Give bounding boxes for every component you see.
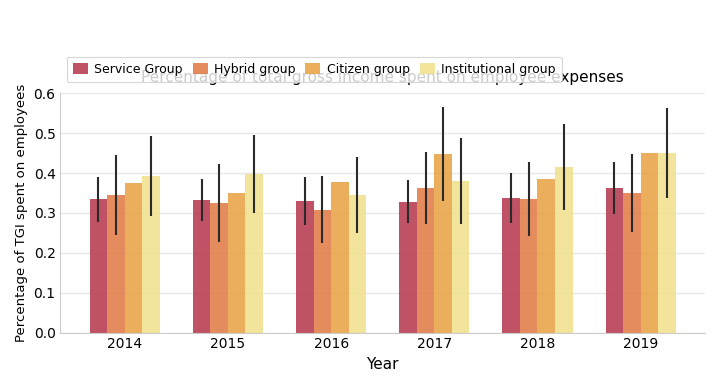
Bar [125, 183, 143, 332]
Bar [537, 179, 555, 332]
Bar [210, 203, 228, 332]
Bar [623, 193, 641, 332]
Bar [606, 188, 623, 332]
Bar [658, 153, 675, 332]
Bar [314, 210, 331, 332]
Bar [143, 176, 160, 332]
Title: Percentage of total gross income spent on employee expenses: Percentage of total gross income spent o… [141, 70, 624, 85]
Bar [503, 198, 520, 332]
Bar [228, 193, 246, 332]
Bar [296, 201, 314, 332]
Bar [107, 195, 125, 332]
Bar [452, 181, 469, 332]
Bar [520, 199, 537, 332]
Bar [399, 202, 417, 332]
Bar [246, 174, 263, 332]
Bar [348, 195, 366, 332]
Bar [417, 188, 434, 332]
Bar [193, 200, 210, 332]
Bar [331, 182, 348, 332]
Bar [555, 167, 572, 332]
Y-axis label: Percentage of TGI spent on employees: Percentage of TGI spent on employees [15, 84, 28, 342]
Bar [641, 153, 658, 332]
Bar [90, 199, 107, 332]
X-axis label: Year: Year [366, 357, 399, 372]
Legend: Service Group, Hybrid group, Citizen group, Institutional group: Service Group, Hybrid group, Citizen gro… [67, 57, 562, 82]
Bar [434, 154, 452, 332]
